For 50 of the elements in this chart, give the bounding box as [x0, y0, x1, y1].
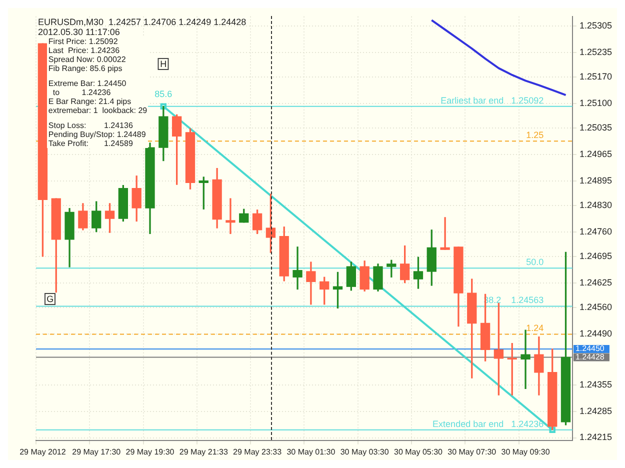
- x-tick-label: 29 May 2012: [20, 447, 66, 456]
- annotation: Extreme Bar: 1.24450: [48, 79, 128, 88]
- ref-line-label: 1.24428: [575, 352, 605, 362]
- annotation: H: [158, 58, 169, 70]
- annotation: Stop Loss: 1.24136: [48, 121, 134, 130]
- annotation: First Price: 1.25092: [48, 37, 119, 46]
- annotation: G: [44, 293, 56, 306]
- ref-line-label: Earliest bar end 1.25092: [440, 95, 544, 106]
- annotation: Fib Range: 85.6 pips: [48, 64, 124, 74]
- x-tick-label: 30 May 07:30: [448, 447, 497, 456]
- ref-line-label: 1.24450: [575, 344, 605, 354]
- x-tick-label: 29 May 23:33: [233, 447, 282, 456]
- ref-line-label: 1.24563: [511, 295, 544, 306]
- y-tick-label: 1.24760: [579, 226, 612, 236]
- annotation: Take Profit: 1.24589: [48, 139, 134, 148]
- annotation: Spread Now: 0.00022: [48, 55, 127, 64]
- x-tick-label: 30 May 03:30: [340, 447, 390, 456]
- text: 2012.05.30 11:17:06: [38, 27, 121, 38]
- y-tick-label: 1.24965: [579, 148, 612, 159]
- annotation: 85.6: [154, 89, 172, 100]
- y-tick-label: 1.25305: [579, 20, 612, 30]
- ref-line-label: 1.24: [526, 323, 544, 334]
- y-tick-label: 1.25170: [579, 71, 612, 82]
- x-tick-label: 29 May 21:33: [179, 447, 228, 456]
- ref-line-label: Extended bar end 1.24236: [432, 418, 544, 429]
- ref-line-label: 1.25: [526, 130, 544, 140]
- x-tick-label: 29 May 17:30: [72, 447, 122, 456]
- x-tick-label: 30 May 09:30: [501, 447, 550, 456]
- annotation: Pending Buy/Stop: 1.24489: [48, 130, 147, 140]
- y-tick-label: 1.24625: [579, 277, 612, 288]
- annotation: extremebar: 1 lookback: 29: [48, 106, 148, 116]
- y-tick-label: 1.24285: [579, 406, 612, 416]
- y-tick-label: 1.24560: [579, 302, 612, 312]
- y-tick-label: 1.25035: [579, 122, 612, 132]
- y-tick-label: 1.25100: [579, 98, 612, 108]
- y-tick-label: 1.24355: [579, 379, 612, 390]
- annotation: to 1.24236: [52, 88, 112, 98]
- x-tick-label: 30 May 01:30: [286, 447, 336, 456]
- chart-title: EURUSDm,M30 1.24257 1.24706 1.24249 1.24428: [38, 17, 246, 28]
- y-tick-label: 1.24490: [579, 328, 612, 338]
- y-tick-label: 1.25235: [579, 46, 612, 57]
- y-tick-label: 1.24215: [579, 432, 612, 442]
- annotation: Last Price: 1.24236: [48, 46, 121, 56]
- y-tick-label: 1.24830: [579, 200, 612, 210]
- annotation: 50.0: [526, 257, 544, 268]
- y-tick-label: 1.24895: [579, 175, 612, 186]
- x-tick-label: 29 May 19:30: [126, 447, 175, 456]
- annotation: E Bar Range: 21.4 pips: [48, 97, 132, 106]
- y-tick-label: 1.24695: [579, 250, 612, 261]
- x-tick-label: 30 May 05:30: [394, 447, 444, 456]
